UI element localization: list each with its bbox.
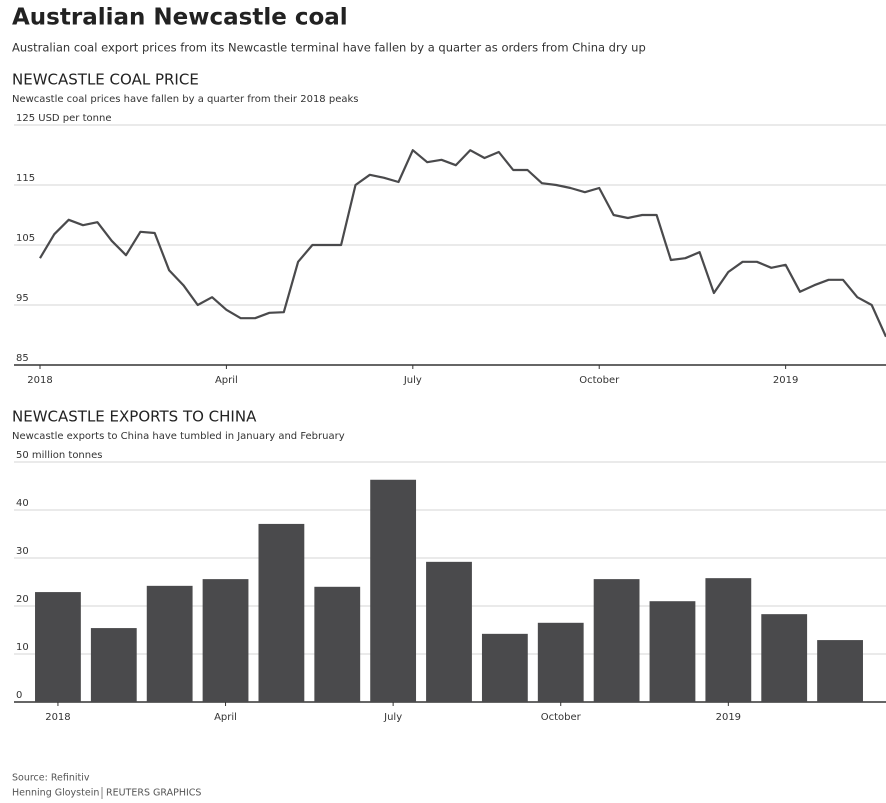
page-subtitle: Australian coal export prices from its N… — [12, 41, 646, 55]
y-tick-label: 95 — [16, 293, 29, 304]
x-tick-label: July — [383, 712, 402, 723]
chart-title: NEWCASTLE EXPORTS TO CHINA — [12, 408, 257, 426]
y-tick-label: 125 USD per tonne — [16, 113, 111, 124]
x-tick-label: 2019 — [773, 375, 798, 386]
chart-subtitle: Newcastle exports to China have tumbled … — [12, 431, 345, 442]
y-tick-label: 10 — [16, 642, 29, 653]
price-line — [39, 149, 886, 338]
bar — [146, 585, 193, 702]
x-tick-label: October — [579, 375, 620, 386]
bar — [202, 579, 249, 702]
bar — [705, 578, 752, 702]
bar — [370, 479, 417, 702]
x-tick-label: April — [215, 375, 238, 386]
chart-subtitle: Newcastle coal prices have fallen by a q… — [12, 94, 358, 105]
bar — [817, 640, 863, 702]
y-tick-label: 40 — [16, 498, 29, 509]
bar — [761, 614, 808, 702]
y-tick-label: 20 — [16, 594, 29, 605]
bar — [537, 622, 584, 702]
y-tick-label: 115 — [16, 173, 35, 184]
x-tick-label: April — [214, 712, 237, 723]
source: Source: Refinitiv — [12, 773, 90, 784]
bar — [258, 523, 305, 702]
x-tick-label: 2018 — [45, 712, 70, 723]
x-tick-label: 2019 — [716, 712, 741, 723]
bar — [593, 579, 640, 702]
y-tick-label: 105 — [16, 233, 35, 244]
x-tick-label: October — [541, 712, 582, 723]
y-tick-label: 85 — [16, 353, 29, 364]
agency: REUTERS GRAPHICS — [106, 788, 201, 799]
credit: Henning Gloystein — [12, 788, 99, 799]
chart-title: NEWCASTLE COAL PRICE — [12, 71, 199, 89]
x-tick-label: 2018 — [27, 375, 52, 386]
bar — [35, 592, 81, 702]
y-tick-label: 0 — [16, 690, 22, 701]
bar — [481, 633, 528, 702]
bar — [90, 628, 137, 702]
bar — [426, 561, 472, 702]
x-tick-label: July — [403, 375, 422, 386]
bar — [649, 601, 696, 702]
y-tick-label: 30 — [16, 546, 29, 557]
y-tick-label: 50 million tonnes — [16, 450, 102, 461]
bar — [314, 586, 361, 702]
page-title: Australian Newcastle coal — [12, 5, 348, 31]
